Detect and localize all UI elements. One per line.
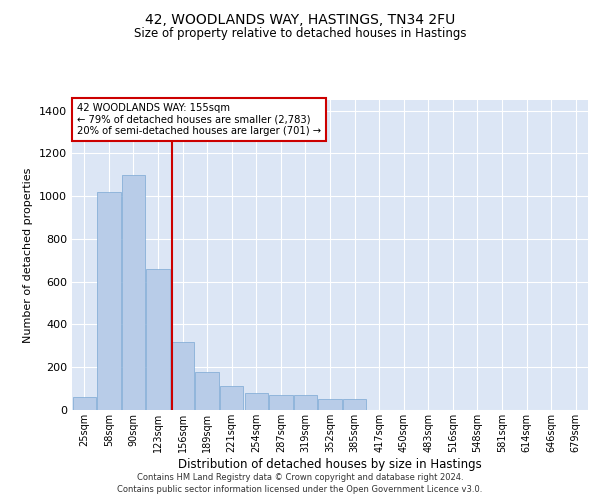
Text: Contains HM Land Registry data © Crown copyright and database right 2024.: Contains HM Land Registry data © Crown c… — [137, 472, 463, 482]
Bar — [171, 342, 194, 410]
Bar — [343, 400, 366, 410]
Bar — [269, 395, 293, 410]
Bar — [245, 393, 268, 410]
Bar — [146, 269, 170, 410]
Bar — [73, 397, 96, 410]
Bar — [294, 395, 317, 410]
Bar — [97, 192, 121, 410]
Text: 42, WOODLANDS WAY, HASTINGS, TN34 2FU: 42, WOODLANDS WAY, HASTINGS, TN34 2FU — [145, 12, 455, 26]
Bar — [220, 386, 244, 410]
X-axis label: Distribution of detached houses by size in Hastings: Distribution of detached houses by size … — [178, 458, 482, 470]
Bar — [122, 175, 145, 410]
Text: Contains public sector information licensed under the Open Government Licence v3: Contains public sector information licen… — [118, 485, 482, 494]
Text: 42 WOODLANDS WAY: 155sqm
← 79% of detached houses are smaller (2,783)
20% of sem: 42 WOODLANDS WAY: 155sqm ← 79% of detach… — [77, 103, 321, 136]
Bar — [319, 400, 341, 410]
Bar — [196, 372, 219, 410]
Text: Size of property relative to detached houses in Hastings: Size of property relative to detached ho… — [134, 28, 466, 40]
Y-axis label: Number of detached properties: Number of detached properties — [23, 168, 34, 342]
